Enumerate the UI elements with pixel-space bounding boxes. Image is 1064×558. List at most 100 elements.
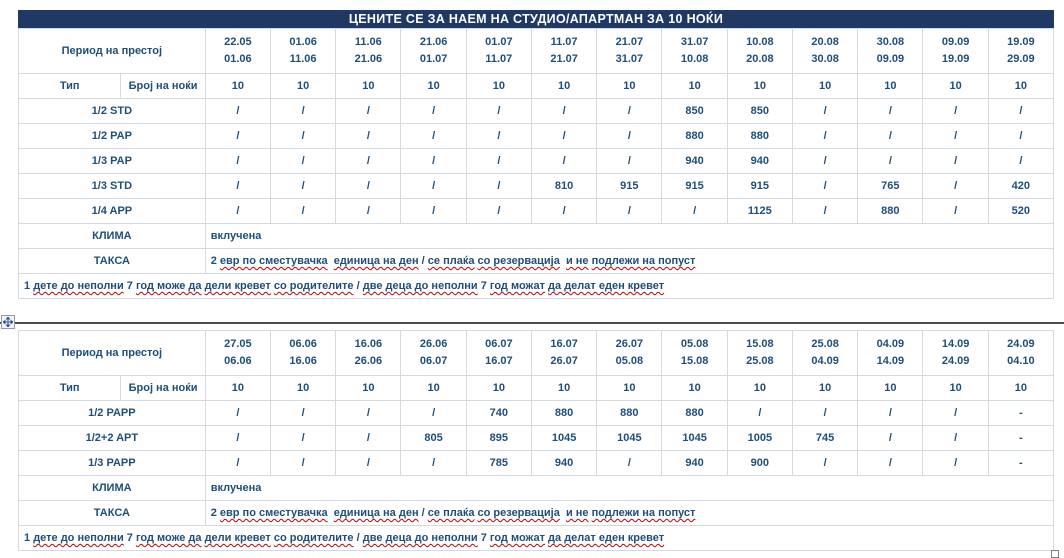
date-range-cell: 06.06 16.06 [269,330,337,376]
price-cell: / [922,400,989,426]
date-from: 21.07 [615,36,644,48]
date-from: 22.05 [224,36,252,48]
footer-note: 1 дете до неполни 7 год може да дели кре… [18,525,1054,551]
footer-note: 1 дете до неполни 7 год може да дели кре… [18,273,1054,299]
date-from: 20.08 [811,36,839,48]
table-row: 1/2 PAP / / / / / //880 880// / / [18,123,1055,149]
price-cell: 1045 [596,425,663,451]
price-cell: / [204,425,271,451]
date-range-cell: 01.06 11.06 [269,28,337,74]
price-cell: / [661,198,728,224]
date-from: 16.06 [354,338,383,350]
price-cell: / [857,400,924,426]
price-cell: / [596,98,663,124]
price-cell: / [596,148,663,174]
misspelled-text: год можат [489,280,545,292]
price-cell: / [596,198,663,224]
price-cell: / [791,148,859,174]
price-cell: / [857,425,924,451]
price-cell: / [269,123,337,149]
price-cell: 880 [857,198,924,224]
nights-value-cell: 10 [791,73,859,99]
date-from: 04.09 [876,338,905,350]
price-cell: / [791,123,859,149]
date-to: 11.07 [485,53,513,65]
table-row: 1/3 PAP / / / / / //940 940// / / [18,148,1055,174]
nights-value-cell: 10 [465,375,532,401]
table-row: ТАКСА 2 евр по сместувачка единица на ден… [18,248,1055,274]
nights-value-cell: 10 [726,73,793,99]
price-cell: / [204,148,271,174]
price-cell: / [596,450,663,476]
nights-value-cell: 10 [465,73,532,99]
price-table: Период на престој 22.05 01.06 01.06 11.06 11.… [17,28,1055,299]
date-range-cell: 15.08 25.08 [726,330,793,376]
price-cell: / [465,98,532,124]
misspelled-text: единица на ден [333,255,419,267]
date-from: 16.07 [550,338,578,350]
nights-value-cell: 10 [596,73,663,99]
price-cell: / [400,450,467,476]
klima-label-cell: КЛИМА [18,223,206,249]
price-cell: / [335,450,402,476]
price-cell: / [987,148,1055,174]
date-to: 06.07 [419,355,448,367]
nights-value-cell: 10 [335,73,402,99]
price-cell: 1125 [726,198,793,224]
misspelled-text: подлежи на попуст [591,255,696,267]
nights-header-cell: Број на ноќи [120,375,206,401]
price-cell: / [400,148,467,174]
text-segment: 2 [210,255,220,267]
price-cell: 915 [661,173,728,199]
date-to: 21.06 [354,53,383,65]
table-row: КЛИМА вклучена [18,223,1055,249]
price-cell: / [204,123,271,149]
price-cell: / [791,173,859,199]
date-to: 06.06 [224,355,252,367]
date-range-cell: 16.06 26.06 [335,330,402,376]
nights-value-cell: 10 [596,375,663,401]
price-cell: / [400,198,467,224]
divider-line [0,322,1064,324]
period-header-cell: Период на престој [18,28,206,74]
period-header-cell: Период на престој [18,330,206,376]
date-range-cell: 11.07 21.07 [530,28,598,74]
date-from: 06.07 [485,338,513,350]
price-cell: 420 [987,173,1055,199]
date-to: 30.08 [811,53,839,65]
price-cell: / [269,98,337,124]
table-row: КЛИМА вклучена [18,475,1055,501]
price-cell: / [269,198,337,224]
table-move-icon[interactable] [1,315,15,329]
price-cell: 915 [726,173,793,199]
date-from: 11.07 [550,36,578,48]
price-cell: / [922,425,989,451]
price-cell: / [269,425,337,451]
date-to: 01.06 [224,53,252,65]
nights-value-cell: 10 [661,375,728,401]
table-row: 1/2+2 APT / //805 895 1045 1045 1045 1005 745// - [18,425,1055,451]
date-range-cell: 24.09 04.10 [987,330,1055,376]
klima-label-cell: КЛИМА [18,475,206,501]
price-cell: 895 [465,425,532,451]
taksa-label-cell: ТАКСА [18,248,206,274]
price-cell: - [987,400,1055,426]
table-row: 1 дете до неполни 7 год може да дели кре… [18,273,1054,299]
price-cell: / [400,98,467,124]
date-to: 19.09 [941,53,970,65]
price-cell: / [530,123,598,149]
price-cell: 915 [596,173,663,199]
price-cell: 880 [596,400,663,426]
date-range-cell: 04.09 14.09 [857,330,924,376]
misspelled-text: да делат еден кревет [548,532,665,544]
taksa-label-cell: ТАКСА [18,500,206,526]
nights-value-cell: 10 [726,375,793,401]
misspelled-text: се плаќа [427,507,475,519]
price-cell: / [922,198,989,224]
price-cell: / [465,173,532,199]
date-from: 21.06 [419,36,448,48]
date-from: 15.08 [746,338,774,350]
price-cell: / [987,123,1055,149]
date-from: 14.09 [941,338,970,350]
price-cell: / [335,148,402,174]
